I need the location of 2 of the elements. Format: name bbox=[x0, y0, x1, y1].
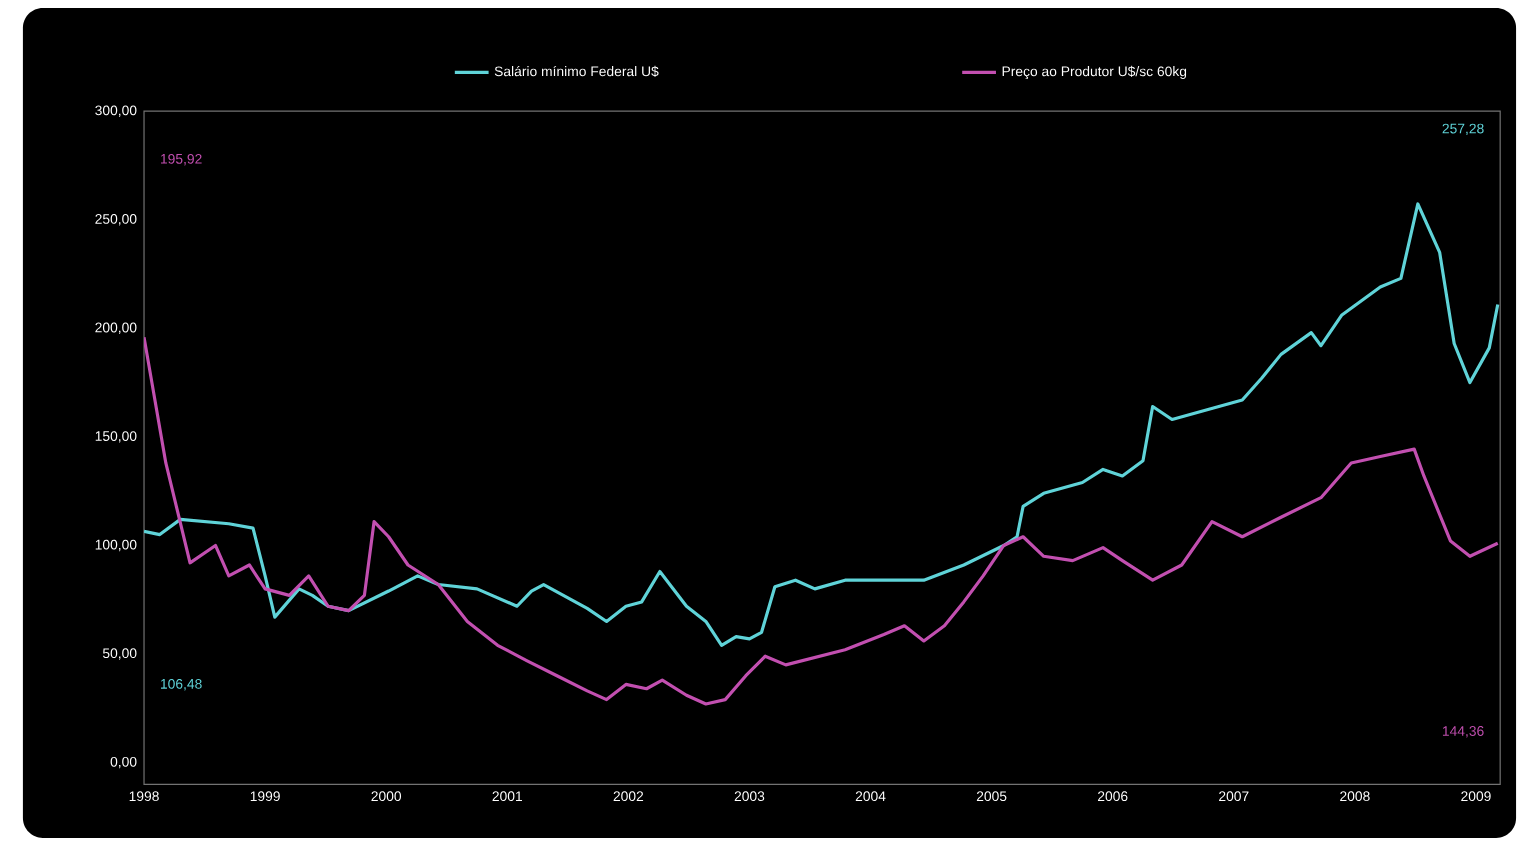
line-series bbox=[144, 335, 1500, 706]
line-series bbox=[144, 202, 1500, 647]
